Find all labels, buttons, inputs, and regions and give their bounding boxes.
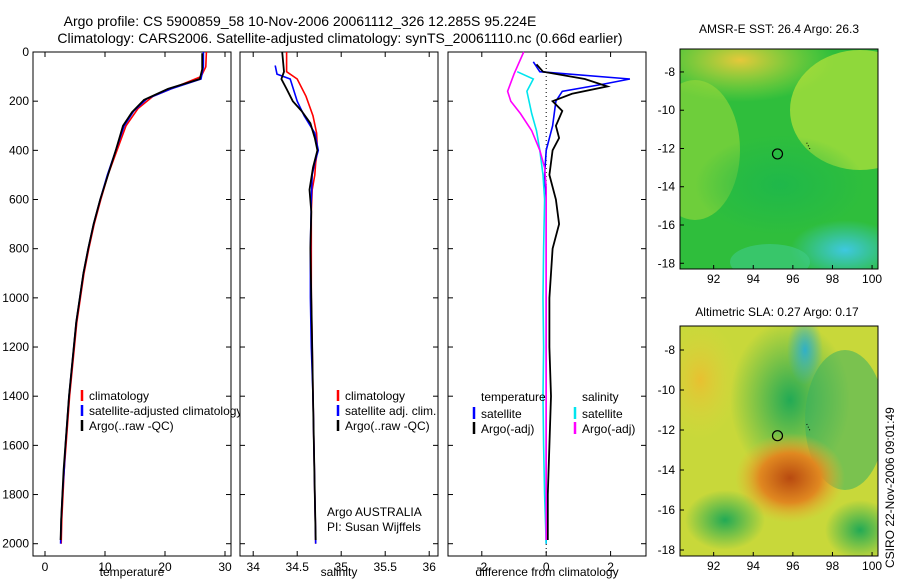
sla-green-patch-southeast: [825, 500, 878, 556]
temperature-ytick-label: 1800: [2, 488, 29, 502]
salinity-xtick-label: 35: [335, 560, 349, 574]
difference-legend-salinity-label: Argo(-adj): [582, 422, 635, 436]
difference-xtick-label: -2: [476, 560, 487, 574]
sst_map-xtick-label: 98: [826, 272, 840, 286]
temperature-ytick-label: 1000: [2, 291, 29, 305]
figure-title-line-2: Climatology: CARS2006. Satellite-adjuste…: [57, 30, 622, 46]
temperature-ytick-label: 2000: [2, 537, 29, 551]
temperature-ytick-label: 1600: [2, 438, 29, 452]
sla-map-panel: Altimetric SLA: 0.27 Argo: 0.17 92 94 96 98…: [658, 305, 883, 573]
sla-map-field: [680, 326, 878, 556]
sst-map-field: [680, 49, 878, 269]
sst_map-xtick-label: 96: [786, 272, 800, 286]
sst-map-frame: [679, 48, 879, 270]
sst_map-ytick-label: -14: [658, 180, 676, 194]
sla_map-ytick-label: -14: [658, 463, 676, 477]
sla_map-xtick-label: 96: [786, 559, 800, 573]
sst_map-ytick-label: -16: [658, 218, 676, 232]
temperature-series-line-2: [59, 53, 204, 541]
sla-yellow-patch-west: [680, 326, 740, 440]
temperature-ytick-label: 800: [9, 242, 29, 256]
sst-cyan-patch-southeast: [790, 220, 878, 269]
temperature-profile-panel: 0 10 20 30 0 200 400 600 800 1000 1200 1400 1600 1800…: [2, 45, 242, 579]
difference-legend-temperature-label: satellite: [481, 407, 522, 421]
temperature-legend-label: Argo(..raw -QC): [89, 419, 174, 433]
temperature-ytick-label: 400: [9, 143, 29, 157]
difference-xtick-label: 2: [607, 560, 614, 574]
sla_map-ytick-label: -18: [658, 543, 676, 557]
sla-map-title: Altimetric SLA: 0.27 Argo: 0.17: [695, 305, 859, 319]
difference-series-line-2: [516, 70, 547, 544]
salinity-xtick-label: 36: [423, 560, 437, 574]
difference-legend-salinity-heading: salinity: [582, 390, 619, 404]
sst-map-title: AMSR-E SST: 26.4 Argo: 26.3: [699, 22, 859, 36]
sst-green-patch-central: [695, 135, 865, 235]
difference-legend-temperature-label: Argo(-adj): [481, 422, 534, 436]
temperature-ytick-label: 1200: [2, 340, 29, 354]
temperature-xlabel: temperature: [100, 565, 165, 579]
difference-legend-temperature-heading: temperature: [481, 390, 546, 404]
temperature-ytick-label: 1400: [2, 389, 29, 403]
salinity-annotation-line: Argo AUSTRALIA: [327, 505, 422, 519]
figure-title-line-1: Argo profile: CS 5900859_58 10-Nov-2006 …: [64, 13, 537, 29]
sst_map-xtick-label: 100: [862, 272, 882, 286]
temperature-legend-label: climatology: [89, 389, 149, 403]
salinity-axes-frame: [239, 51, 439, 557]
temperature-axes-frame: [32, 51, 232, 557]
sst-teal-patch-south: [730, 244, 810, 269]
salinity-profile-panel: 34 34.5 35 35.5 36 salinity climatologysatelli…: [239, 51, 439, 579]
sla_map-xtick-label: 100: [862, 559, 882, 573]
sla_map-ytick-label: -10: [658, 383, 676, 397]
sst_map-xtick-label: 94: [747, 272, 761, 286]
salinity-xtick-label: 34: [247, 560, 261, 574]
salinity-legend-label: climatology: [345, 389, 405, 403]
salinity-xlabel: salinity: [321, 565, 358, 579]
salinity-legend-label: satellite adj. clim.: [345, 404, 436, 418]
difference-xlabel: difference from climatology: [475, 565, 618, 579]
sla-cyan-patch-north: [787, 326, 823, 385]
sla_map-xtick-label: 94: [747, 559, 761, 573]
sla-map-axes: 92 94 96 98 100 -8 -10 -12 -14 -16 -18: [658, 343, 883, 573]
sla_map-xtick-label: 92: [707, 559, 721, 573]
csiro-credit-label: CSIRO 22-Nov-2006 09:01:49: [883, 407, 897, 568]
temperature-ytick-label: 600: [9, 193, 29, 207]
sla-map-frame: [679, 325, 879, 557]
difference-series-line-1: [535, 63, 611, 540]
sst_map-ytick-label: -18: [658, 256, 676, 270]
temperature-xtick-label: 20: [158, 560, 172, 574]
difference-xtick-label: 0: [543, 560, 550, 574]
salinity-annotation-line: PI: Susan Wijffels: [327, 520, 421, 534]
temperature-xtick-label: 0: [42, 560, 49, 574]
salinity-xtick-label: 35.5: [374, 560, 398, 574]
difference-legend-salinity-label: satellite: [582, 407, 623, 421]
sst_map-xtick-label: 92: [707, 272, 721, 286]
sla_map-ytick-label: -8: [664, 343, 675, 357]
salinity-xtick-label: 34.5: [286, 560, 310, 574]
sst_map-ytick-label: -10: [658, 103, 676, 117]
sla_map-ytick-label: -16: [658, 503, 676, 517]
sst_map-ytick-label: -12: [658, 141, 676, 155]
temperature-ytick-label: 200: [9, 94, 29, 108]
sla_map-ytick-label: -12: [658, 423, 676, 437]
salinity-legend-label: Argo(..raw -QC): [345, 419, 430, 433]
sla-brown-patch-south: [735, 433, 845, 523]
temperature-xtick-label: 10: [98, 560, 112, 574]
sla-green-patch-southwest: [685, 490, 765, 550]
sla_map-xtick-label: 98: [826, 559, 840, 573]
sla_map-float-position-marker: [771, 430, 784, 442]
temperature-legend-label: satellite-adjusted climatology: [89, 404, 242, 418]
temperature-xtick-label: 30: [218, 560, 232, 574]
sst_map-ytick-label: -8: [664, 65, 675, 79]
sst-map-axes: 92 94 96 98 100 -8 -10 -12 -14 -16 -18: [658, 65, 883, 286]
temperature-ytick-label: 0: [22, 45, 29, 59]
difference-series-line-3: [506, 51, 547, 540]
sst-map-panel: AMSR-E SST: 26.4 Argo: 26.3 92 94 96 98 100 -…: [658, 22, 883, 286]
salinity-series-line-2: [280, 51, 319, 541]
sst_map-float-position-marker: [771, 148, 784, 160]
